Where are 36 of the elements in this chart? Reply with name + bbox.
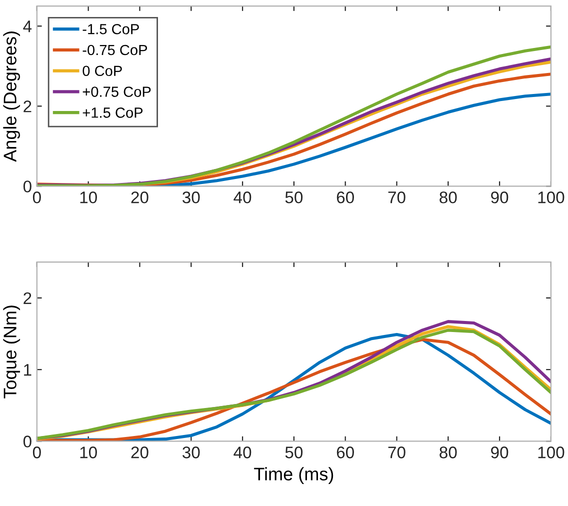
x-tick-label: 100: [538, 446, 564, 458]
y-tick-label: 2: [24, 292, 32, 304]
legend-label: -0.75 CoP: [82, 44, 148, 56]
y-axis-title: Angle (Degrees): [3, 32, 20, 162]
x-tick-label: 60: [336, 446, 354, 458]
x-tick-label: 90: [491, 446, 508, 458]
x-tick-label: 20: [131, 446, 148, 458]
x-tick-label: 50: [285, 192, 303, 204]
y-axis-title: Toque (Nm): [3, 306, 20, 398]
x-tick-label: 100: [538, 192, 564, 204]
legend-label: -1.5 CoP: [82, 24, 139, 34]
x-tick-label: 80: [440, 192, 457, 204]
x-tick-label: 70: [388, 192, 406, 204]
y-tick-label: 0: [23, 180, 32, 192]
y-tick-label: 0: [23, 436, 32, 448]
x-axis-title: Time (ms): [254, 467, 334, 484]
y-tick-label: 2: [24, 100, 32, 112]
y-tick-label: 1: [24, 364, 32, 376]
x-tick-label: 60: [336, 192, 354, 204]
x-tick-label: 70: [388, 446, 406, 458]
x-tick-label: 10: [80, 192, 97, 204]
legend-label: 0 CoP: [82, 66, 122, 76]
x-tick-label: 80: [440, 446, 457, 458]
x-tick-label: 30: [182, 446, 200, 458]
x-tick-label: 0: [32, 446, 41, 458]
x-tick-label: 10: [80, 446, 97, 458]
y-tick-label: 4: [23, 20, 32, 32]
x-tick-label: 40: [234, 446, 252, 458]
x-tick-label: 20: [131, 192, 148, 204]
x-tick-label: 0: [32, 192, 41, 204]
legend-label: +1.5 CoP: [82, 108, 143, 118]
x-tick-label: 30: [182, 192, 200, 204]
x-tick-label: 90: [491, 192, 508, 204]
legend-label: +0.75 CoP: [82, 86, 151, 97]
x-tick-label: 50: [285, 446, 303, 458]
x-tick-label: 40: [234, 192, 252, 204]
